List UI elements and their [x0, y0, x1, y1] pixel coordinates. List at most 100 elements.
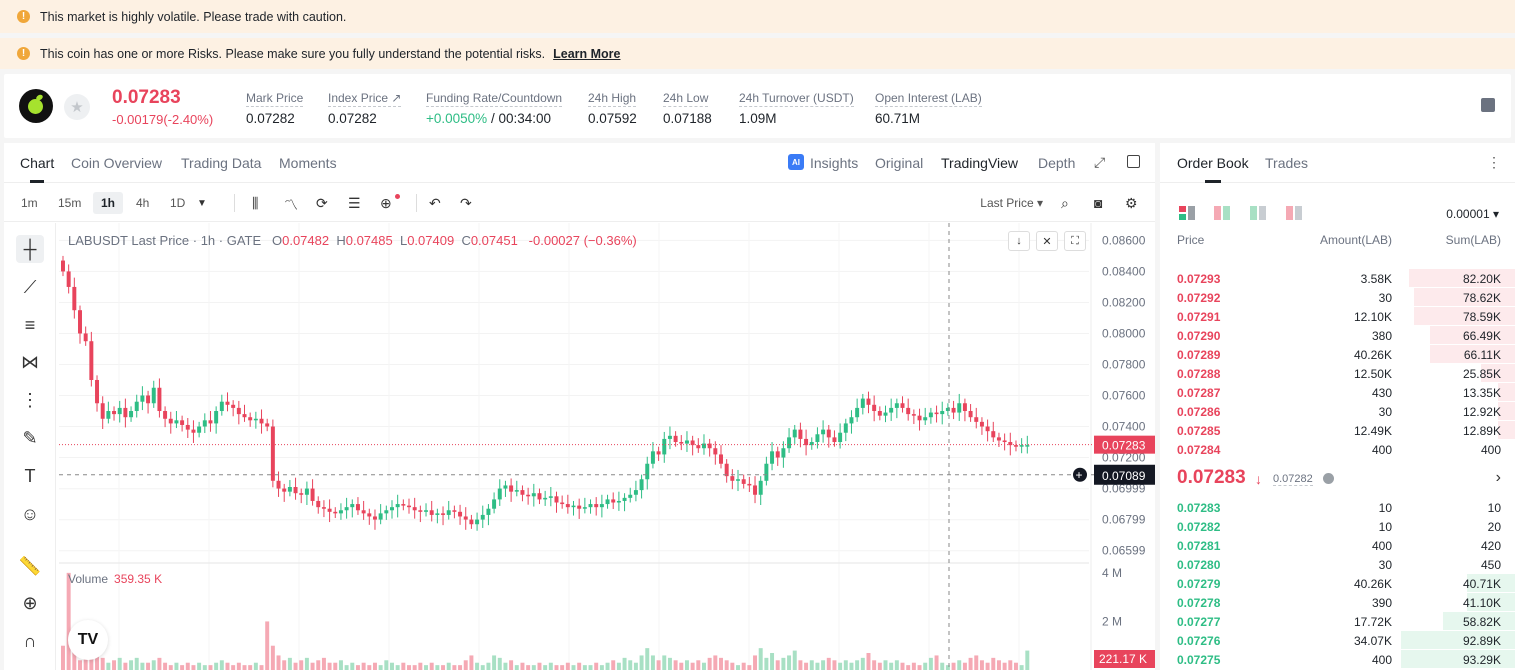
layout-bids-icon[interactable] — [1250, 206, 1266, 220]
ask-row[interactable]: 0.07293 3.58K 82.20K — [1160, 269, 1515, 288]
candle-body — [253, 418, 258, 421]
ask-row[interactable]: 0.07285 12.49K 12.89K — [1160, 421, 1515, 440]
candle-body — [435, 513, 440, 515]
stat-index-price[interactable]: Index Price ↗ 0.07282 — [328, 91, 402, 126]
trend-line-icon[interactable]: ⟋ — [23, 276, 37, 297]
camera-icon[interactable]: ◙ — [1094, 195, 1103, 211]
candle-body — [849, 417, 854, 424]
pattern-icon[interactable]: ⋈ — [21, 351, 39, 372]
volume-tick-label: 2 M — [1102, 614, 1122, 628]
ask-sum: 25.85K — [1462, 367, 1501, 381]
layout-split-icon[interactable] — [1214, 206, 1230, 220]
templates-icon[interactable]: ☰ — [348, 195, 361, 211]
ask-row[interactable]: 0.07286 30 12.92K — [1160, 402, 1515, 421]
tab-chart[interactable]: Chart — [20, 155, 55, 183]
bid-row[interactable]: 0.07277 17.72K 58.82K — [1160, 612, 1515, 631]
layout-asks-icon[interactable] — [1286, 206, 1302, 220]
tab-coin-overview[interactable]: Coin Overview — [71, 155, 163, 171]
ask-row[interactable]: 0.07287 430 13.35K — [1160, 383, 1515, 402]
legend-open: 0.07482 — [282, 233, 330, 248]
bid-row[interactable]: 0.07282 10 20 — [1160, 517, 1515, 536]
add-icon[interactable]: ⊕ — [380, 195, 392, 211]
interval-1m[interactable]: 1m — [21, 196, 38, 210]
fib-icon[interactable]: ⋮ — [21, 389, 39, 410]
candle-type-icon[interactable]: ⫼ — [252, 195, 259, 211]
bid-sum: 93.29K — [1462, 653, 1501, 667]
price-source-select[interactable]: Last Price ▾ — [980, 196, 1043, 210]
view-original[interactable]: Original — [875, 155, 924, 171]
legend-high: 0.07485 — [345, 233, 393, 248]
more-options-icon[interactable]: ⋮ — [1487, 154, 1501, 170]
bid-row[interactable]: 0.07283 10 10 — [1160, 498, 1515, 517]
favorite-star-icon[interactable]: ★ — [64, 94, 90, 120]
interval-15m[interactable]: 15m — [58, 196, 82, 210]
view-tradingview[interactable]: TradingView — [941, 155, 1019, 171]
tab-order-book[interactable]: Order Book — [1177, 155, 1249, 183]
bid-row[interactable]: 0.07276 34.07K 92.89K — [1160, 631, 1515, 650]
volume-bar — [866, 653, 871, 670]
ask-row[interactable]: 0.07290 380 66.49K — [1160, 326, 1515, 345]
tab-moments[interactable]: Moments — [279, 155, 337, 171]
ask-amount: 380 — [1371, 329, 1392, 343]
learn-more-link[interactable]: Learn More — [553, 46, 621, 61]
ask-row[interactable]: 0.07289 40.26K 66.11K — [1160, 345, 1515, 364]
ask-sum: 82.20K — [1462, 272, 1501, 286]
horizontal-lines-icon[interactable]: ≡ — [24, 314, 36, 335]
volume-bar — [89, 655, 94, 670]
volume-bar — [633, 662, 638, 670]
settings-gear-icon[interactable]: ⚙ — [1125, 195, 1138, 211]
interval-4h[interactable]: 4h — [136, 196, 150, 210]
emoji-icon[interactable]: ☺ — [20, 503, 40, 524]
ask-row[interactable]: 0.07284 400 400 — [1160, 440, 1515, 459]
layout-both-icon[interactable] — [1179, 206, 1195, 220]
tab-trades[interactable]: Trades — [1265, 155, 1309, 171]
drawing-toolbar: ┼ ⟋ ≡ ⋈ ⋮ ✎ T ☺ 📏 ⊕ ∩ — [4, 223, 56, 670]
chart-reset-icon[interactable]: ⛶ — [1064, 231, 1086, 251]
book-icon[interactable] — [1481, 98, 1495, 112]
ask-amount: 12.50K — [1353, 367, 1392, 381]
zoom-in-icon[interactable]: ⊕ — [22, 592, 38, 613]
ask-row[interactable]: 0.07292 30 78.62K — [1160, 288, 1515, 307]
bid-price: 0.07276 — [1177, 634, 1221, 648]
redo-icon[interactable]: ↷ — [460, 195, 472, 211]
search-icon[interactable]: ⌕ — [1061, 195, 1069, 211]
refresh-icon[interactable]: ⟳ — [316, 195, 328, 211]
ruler-icon[interactable]: 📏 — [18, 555, 42, 576]
view-insights[interactable]: Insights — [810, 155, 859, 171]
interval-dropdown-icon[interactable]: ▼ — [197, 198, 207, 209]
indicators-icon[interactable]: 〽 — [284, 197, 298, 213]
scroll-down-icon[interactable]: ↓ — [1008, 231, 1030, 251]
text-tool-icon[interactable]: T — [24, 465, 36, 486]
chevron-right-icon[interactable]: › — [1495, 469, 1501, 486]
price-chart[interactable]: 0.08600 0.08400 0.08200 0.08000 0.07800 0.076… — [59, 223, 1155, 670]
candle-body — [367, 513, 372, 517]
tab-trading-data[interactable]: Trading Data — [181, 155, 262, 171]
volume-bar — [906, 665, 911, 670]
bid-row[interactable]: 0.07280 30 450 — [1160, 555, 1515, 574]
bid-row[interactable]: 0.07275 400 93.29K — [1160, 650, 1515, 669]
ask-row[interactable]: 0.07288 12.50K 25.85K — [1160, 364, 1515, 383]
candle-body — [492, 499, 497, 509]
collapse-icon[interactable]: ✕ — [1036, 231, 1058, 251]
interval-1d[interactable]: 1D — [170, 196, 186, 210]
volume-bar — [684, 660, 689, 670]
volume-bar — [741, 662, 746, 670]
volume-bar — [679, 662, 684, 670]
precision-select[interactable]: 0.00001 ▾ — [1446, 207, 1499, 221]
interval-1h[interactable]: 1h — [93, 192, 124, 214]
volume-bar — [435, 665, 440, 670]
chart-toolbar: 1m 15m 1h 4h 1D ▼ ⫼ 〽 ⟳ ☰ ⊕ ↶ ↷ Last Pri… — [4, 184, 1155, 222]
crosshair-icon[interactable]: ┼ — [16, 235, 44, 263]
brush-icon[interactable]: ✎ — [22, 427, 38, 448]
ask-row[interactable]: 0.07291 12.10K 78.59K — [1160, 307, 1515, 326]
view-depth[interactable]: Depth — [1038, 155, 1076, 171]
bid-row[interactable]: 0.07279 40.26K 40.71K — [1160, 574, 1515, 593]
tradingview-logo[interactable]: TV — [68, 620, 108, 660]
candle-body — [719, 454, 723, 464]
undo-icon[interactable]: ↶ — [429, 195, 441, 211]
bid-row[interactable]: 0.07278 390 41.10K — [1160, 593, 1515, 612]
magnet-icon[interactable]: ∩ — [23, 630, 37, 651]
fullscreen-icon[interactable] — [1127, 155, 1140, 168]
expand-icon[interactable]: ⤢ — [1094, 154, 1106, 170]
bid-row[interactable]: 0.07281 400 420 — [1160, 536, 1515, 555]
